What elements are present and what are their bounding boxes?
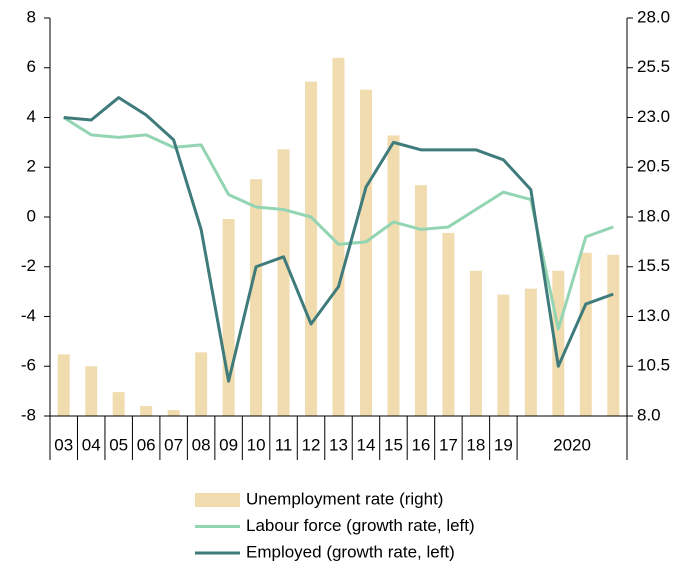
line	[63, 96, 614, 383]
y2-tick-label: 10.5	[637, 356, 670, 375]
x-tick-label: 17	[439, 435, 458, 454]
bar	[359, 89, 372, 416]
bar	[85, 366, 98, 416]
bar	[387, 135, 400, 416]
y2-tick-label: 18.0	[637, 206, 670, 225]
bar	[332, 57, 345, 417]
y-tick-label: 6	[27, 57, 36, 76]
y-tick-label: 0	[27, 206, 36, 225]
bar	[469, 270, 482, 416]
bar	[195, 352, 208, 416]
x-tick-label: 13	[329, 435, 348, 454]
y-tick-label: 4	[27, 107, 36, 126]
y2-tick-label: 15.5	[637, 256, 670, 275]
legend-swatch	[195, 493, 240, 507]
bar	[579, 252, 592, 416]
x-tick-label: 16	[411, 435, 430, 454]
bar	[167, 410, 180, 416]
x-tick-label: 15	[384, 435, 403, 454]
y-tick-label: -8	[21, 405, 36, 424]
x-tick-label: 18	[466, 435, 485, 454]
bar	[497, 294, 510, 416]
bar	[442, 232, 455, 416]
legend-label: Unemployment rate (right)	[246, 489, 443, 508]
y2-tick-label: 13.0	[637, 306, 670, 325]
bar	[57, 354, 70, 416]
x-tick-label: 06	[137, 435, 156, 454]
y-tick-label: 2	[27, 157, 36, 176]
x-tick-label: 10	[247, 435, 266, 454]
x-tick-label: 2020	[553, 435, 591, 454]
legend-label: Labour force (growth rate, left)	[246, 516, 475, 535]
x-tick-label: 09	[219, 435, 238, 454]
legend-label: Employed (growth rate, left)	[246, 542, 455, 561]
y-tick-label: -6	[21, 356, 36, 375]
x-tick-label: 03	[54, 435, 73, 454]
y-tick-label: -4	[21, 306, 36, 325]
bar	[222, 218, 235, 416]
bar	[607, 254, 620, 416]
bar	[305, 81, 318, 417]
y2-tick-label: 20.5	[637, 157, 670, 176]
y2-tick-label: 28.0	[637, 7, 670, 26]
x-tick-label: 14	[357, 435, 376, 454]
x-tick-label: 08	[192, 435, 211, 454]
bar	[250, 179, 263, 416]
line	[62, 116, 614, 331]
bar	[414, 185, 427, 416]
x-tick-label: 19	[494, 435, 513, 454]
y-tick-label: -2	[21, 256, 36, 275]
y2-tick-label: 8.0	[637, 405, 661, 424]
x-tick-label: 04	[82, 435, 101, 454]
bar	[524, 288, 537, 416]
y2-tick-label: 23.0	[637, 107, 670, 126]
bar	[552, 270, 565, 416]
y2-tick-label: 25.5	[637, 57, 670, 76]
x-tick-label: 07	[164, 435, 183, 454]
x-tick-label: 11	[275, 435, 293, 454]
y-tick-label: 8	[27, 7, 36, 26]
x-tick-label: 05	[109, 435, 128, 454]
bar	[112, 392, 125, 416]
bar	[277, 149, 290, 416]
bar	[140, 406, 153, 416]
x-tick-label: 12	[302, 435, 321, 454]
